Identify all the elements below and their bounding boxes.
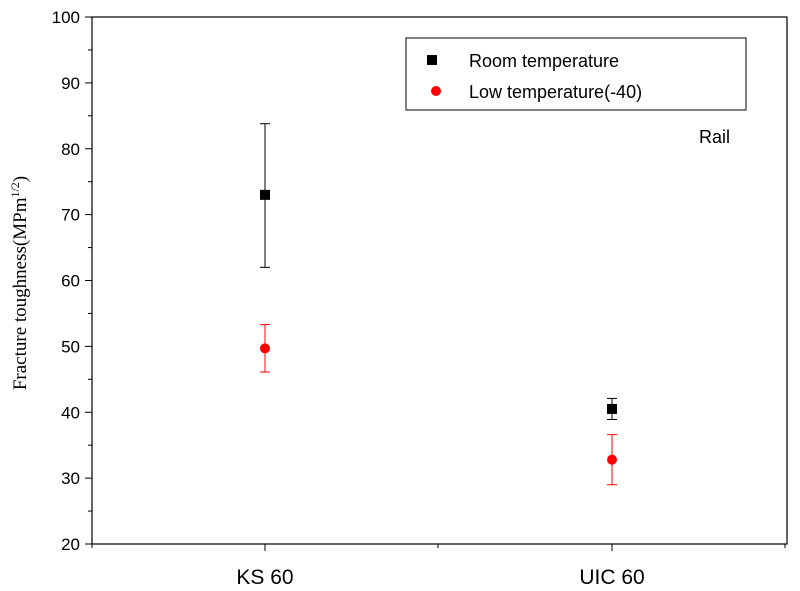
y-tick-label: 100 [52,8,80,27]
y-tick-label: 20 [61,535,80,554]
y-tick-label: 50 [61,337,80,356]
y-tick-label: 70 [61,206,80,225]
y-tick-label: 80 [61,140,80,159]
legend-marker-room [427,55,437,65]
y-tick-label: 30 [61,469,80,488]
error-bars [260,123,617,486]
data-points [260,189,617,465]
x-tick-label: UIC 60 [579,566,644,589]
data-point-room-temperature [607,403,617,414]
legend-label-low: Low temperature(-40) [469,82,642,102]
y-ticks: 20 30 40 50 60 70 80 90 100 [52,8,92,554]
x-ticks: KS 60 UIC 60 [91,544,786,589]
y-tick-label: 60 [61,272,80,291]
rail-annotation: Rail [699,127,730,147]
legend: Room temperature Low temperature(-40) [405,37,747,111]
data-point-room-temperature [260,189,270,200]
data-point-low-temperature [607,454,617,465]
legend-label-room: Room temperature [469,51,619,71]
data-point-low-temperature [260,343,270,354]
y-tick-label: 40 [61,403,80,422]
x-tick-label: KS 60 [236,566,293,589]
y-axis-label: Fracture toughness(MPm1/2) [8,176,31,390]
legend-marker-low [431,86,441,96]
legend-frame [405,37,747,111]
y-tick-label: 90 [61,74,80,93]
